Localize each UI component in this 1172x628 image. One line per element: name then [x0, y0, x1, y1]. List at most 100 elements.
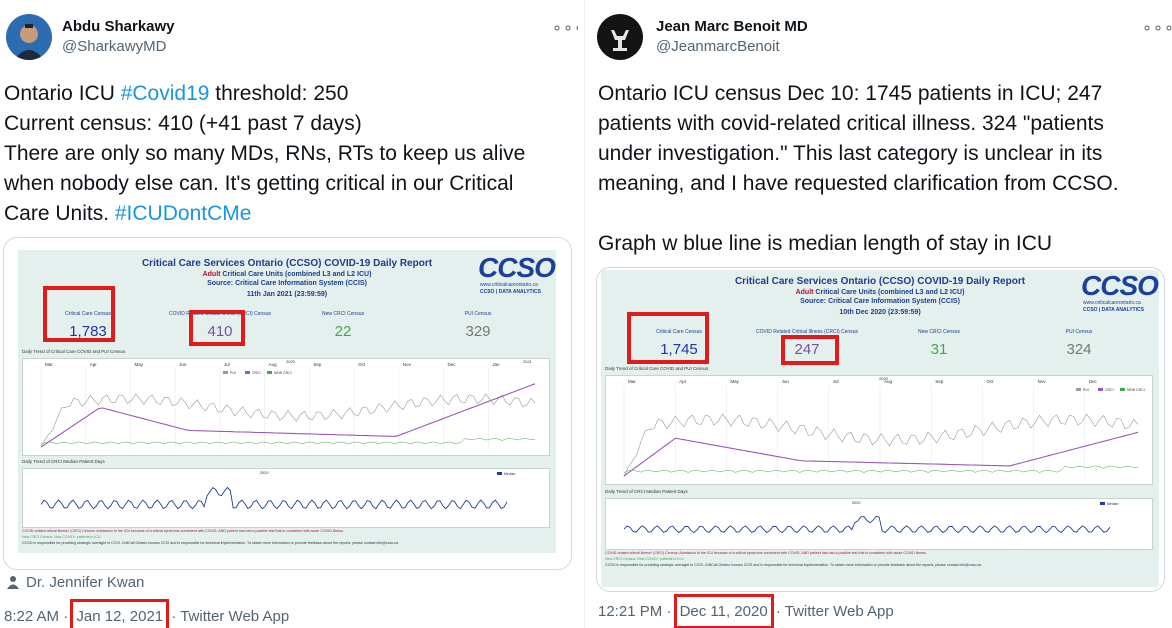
tweet-text-line: Ontario ICU census Dec 10: 1745 patients…: [598, 79, 1119, 109]
month-label: Sep: [313, 362, 322, 367]
author-name[interactable]: Abdu Sharkawy: [62, 18, 175, 35]
report-title: Critical Care Services Ontario (CCSO) CO…: [141, 258, 433, 269]
tweet-text-line: There are only so many MDs, RNs, RTs to …: [4, 139, 525, 169]
report-title: Critical Care Services Ontario (CCSO) CO…: [734, 276, 1026, 287]
report-subtitle: Adult Critical Care Units (combined L3 a…: [601, 289, 1159, 296]
trend-chart: Mar Apr May Jun Jul Aug Sep Oct Nov Dec 2020 PUI CRC…: [605, 375, 1153, 485]
highlight-box: [43, 286, 115, 342]
trend-chart-label: Daily Trend of Critical Care COVID and P…: [605, 366, 709, 371]
meta-separator: ·: [775, 603, 781, 620]
tagged-person[interactable]: Dr. Jennifer Kwan: [6, 574, 144, 591]
tweet-text-line: Ontario ICU #Covid19 threshold: 250: [4, 79, 525, 109]
tweet-text-segment: Ontario ICU: [4, 82, 121, 105]
tweet-text-segment: when nobody else can. It's getting criti…: [4, 172, 514, 195]
person-icon: [7, 576, 19, 589]
tweet-text-line: patients with covid-related critical ill…: [598, 109, 1119, 139]
tweet-client[interactable]: Twitter Web App: [784, 603, 894, 620]
highlight-box: [627, 312, 709, 364]
ccso-logo-tag: CCSO | DATA ANALYTICS: [480, 289, 541, 295]
tweet-text-line: meaning, and I have requested clarificat…: [598, 169, 1119, 199]
legend-label: PUI: [230, 371, 236, 375]
hashtag-link[interactable]: #Covid19: [120, 82, 210, 105]
year-label: 2020: [879, 376, 889, 381]
ccso-logo-url: www.criticalcareontario.ca: [1083, 300, 1141, 306]
month-label: Mar: [628, 379, 636, 384]
census-value: 1,783: [69, 323, 107, 340]
author-avatar[interactable]: [6, 14, 52, 60]
month-label: Oct: [986, 379, 994, 384]
hashtag-link[interactable]: #ICUDontCMe: [114, 202, 252, 225]
median-line: [40, 486, 508, 510]
month-label: Jul: [833, 379, 839, 384]
census-value: 1,745: [660, 341, 698, 358]
tweet-time[interactable]: 8:22 AM: [4, 608, 60, 625]
tweet-client[interactable]: Twitter Web App: [180, 608, 290, 625]
tweet-text-line: Graph w blue line is median length of st…: [598, 229, 1119, 259]
tweet-time[interactable]: 12:21 PM: [598, 603, 663, 620]
year-label: 2021: [523, 359, 533, 364]
census-value: 247: [794, 341, 820, 358]
footnote-ccso: CCSO is responsible for providing strate…: [22, 541, 399, 545]
month-label: Apr: [679, 379, 687, 384]
more-options-icon[interactable]: ∘∘∘: [552, 20, 578, 37]
tweet-text-line: Current census: 410 (+41 past 7 days): [4, 109, 525, 139]
highlight-box: [189, 310, 245, 346]
column-divider: [584, 0, 585, 628]
report-subtitle: Adult Critical Care Units (combined L3 a…: [18, 271, 556, 278]
census-value: 31: [930, 341, 948, 358]
month-label: Jan: [492, 362, 500, 367]
tweet-date[interactable]: Dec 11, 2020: [673, 594, 774, 628]
month-label: Jun: [782, 379, 790, 384]
month-label: Apr: [90, 362, 98, 367]
month-label: Oct: [358, 362, 366, 367]
ccso-logo: CCSO: [1081, 270, 1159, 301]
census-label: Critical Care Census: [656, 329, 702, 335]
series-line: [623, 413, 1139, 477]
year-label: 2020: [260, 470, 270, 475]
highlight-box: [781, 335, 839, 365]
median-chart-label: Daily Trend of CRCI Median Patient Days: [605, 489, 688, 494]
author-handle[interactable]: @SharkawyMD: [62, 38, 167, 55]
meta-separator: ·: [666, 603, 672, 620]
author-handle[interactable]: @JeanmarcBenoit: [656, 38, 780, 55]
tweet-image[interactable]: Critical Care Services Ontario (CCSO) CO…: [596, 267, 1165, 592]
footnote-crci: COVID-related critical illness* (CRCI) C…: [22, 529, 344, 533]
report-units-label: Critical Care Units (combined L3 and L2 …: [813, 289, 965, 296]
report-adult-label: Adult: [202, 271, 221, 278]
month-label: Mar: [45, 362, 53, 367]
author-name[interactable]: Jean Marc Benoit MD: [656, 18, 808, 35]
author-avatar[interactable]: [597, 14, 643, 60]
legend-swatch: [223, 371, 228, 374]
median-chart-label: Daily Trend of CRCI Median Patient Days: [22, 459, 105, 464]
series-line: [40, 393, 536, 448]
ccso-logo-url: www.criticalcareontario.ca: [480, 282, 538, 288]
legend-swatch: [245, 371, 250, 374]
tweet-image[interactable]: Critical Care Services Ontario (CCSO) CO…: [3, 237, 572, 570]
tweet-meta: 8:22 AM · Jan 12, 2021 · Twitter Web App: [4, 599, 290, 628]
tweet-text-segment: meaning, and I have requested clarificat…: [598, 172, 1119, 195]
legend-swatch: [1100, 502, 1105, 505]
tweet-text-segment: threshold: 250: [209, 82, 349, 105]
tweet-text-segment: There are only so many MDs, RNs, RTs to …: [4, 142, 526, 165]
footnote-ccso: CCSO is responsible for providing strate…: [605, 563, 982, 567]
legend-label: PUI: [1083, 388, 1089, 392]
tweet-text-segment: Ontario ICU census Dec 10: 1745 patients…: [598, 82, 1103, 105]
tweet-date[interactable]: Jan 12, 2021: [70, 599, 169, 628]
census-label: Critical Care Census: [65, 311, 111, 317]
legend-swatch: [267, 371, 272, 374]
series-line: [623, 465, 1139, 473]
meta-separator: ·: [171, 608, 177, 625]
census-label: COVID Related Critical Illness (CRCI) Ce…: [169, 311, 271, 317]
legend-swatch: [497, 472, 502, 475]
footnote-new-crci: New CRCI Census: New COVID+ patients to …: [605, 557, 684, 561]
median-chart: 2020 Median: [22, 468, 550, 528]
trend-chart: Mar Apr May Jun Jul Aug Sep Oct Nov Dec Jan 2020 202…: [22, 358, 550, 456]
month-label: May: [134, 362, 143, 367]
tweet-text-segment: under investigation." This last category…: [598, 142, 1103, 165]
legend-swatch: [1098, 388, 1103, 391]
median-line: [623, 515, 1111, 534]
legend-label: CRCI: [252, 371, 261, 375]
ccso-report: Critical Care Services Ontario (CCSO) CO…: [18, 250, 556, 553]
more-options-icon[interactable]: ∘∘∘: [1142, 20, 1172, 37]
census-label: PUI Census: [464, 311, 492, 317]
